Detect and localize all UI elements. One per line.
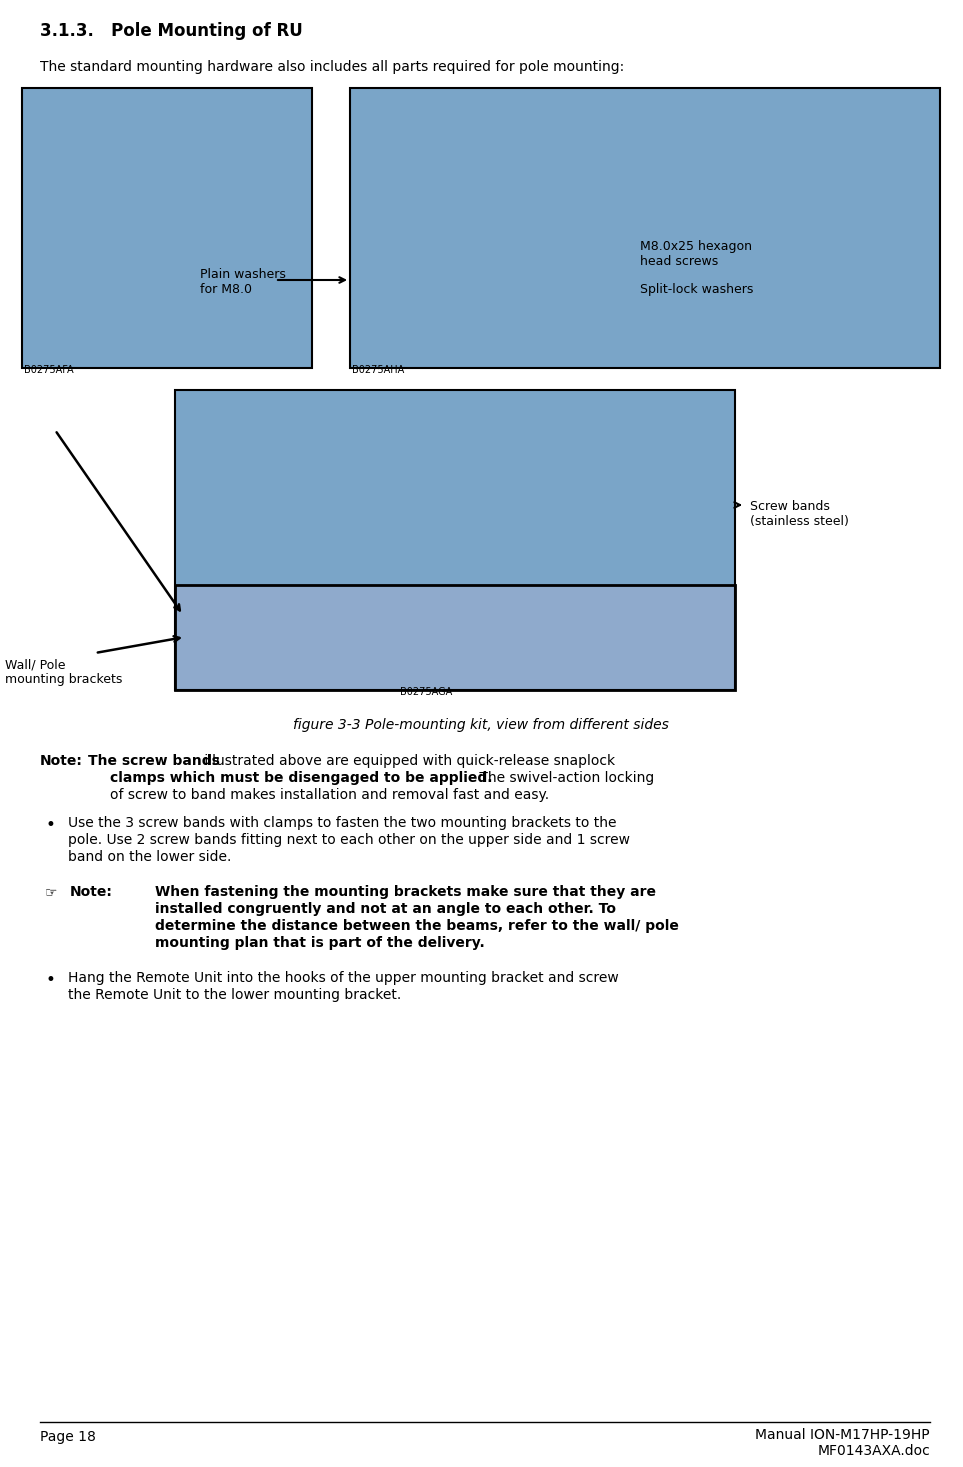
Text: 3.1.3.   Pole Mounting of RU: 3.1.3. Pole Mounting of RU: [40, 22, 302, 40]
Text: installed congruently and not at an angle to each other. To: installed congruently and not at an angl…: [155, 902, 616, 915]
Text: Page 18: Page 18: [40, 1430, 96, 1444]
Text: B0275AHA: B0275AHA: [352, 365, 404, 376]
Text: B0275AGA: B0275AGA: [400, 687, 453, 697]
Text: Note:: Note:: [70, 885, 113, 899]
Text: Use the 3 screw bands with clamps to fasten the two mounting brackets to the: Use the 3 screw bands with clamps to fas…: [68, 816, 616, 830]
Text: ☞: ☞: [45, 885, 58, 899]
Text: the Remote Unit to the lower mounting bracket.: the Remote Unit to the lower mounting br…: [68, 987, 402, 1002]
Text: B0275AFA: B0275AFA: [24, 365, 73, 376]
Bar: [175, 390, 735, 689]
Text: Manual ION-M17HP-19HP: Manual ION-M17HP-19HP: [755, 1427, 930, 1442]
Text: illustrated above are equipped with quick-release snaplock: illustrated above are equipped with quic…: [200, 754, 615, 769]
Text: Hang the Remote Unit into the hooks of the upper mounting bracket and screw: Hang the Remote Unit into the hooks of t…: [68, 971, 619, 984]
Text: Screw bands
(stainless steel): Screw bands (stainless steel): [750, 500, 848, 528]
Text: MF0143AXA.doc: MF0143AXA.doc: [818, 1444, 930, 1458]
Text: The swivel-action locking: The swivel-action locking: [475, 772, 654, 785]
Text: Split-lock washers: Split-lock washers: [640, 283, 753, 296]
Text: M8.0x25 hexagon
head screws: M8.0x25 hexagon head screws: [640, 241, 752, 268]
Bar: [175, 585, 735, 689]
Text: Note:: Note:: [40, 754, 83, 769]
Text: determine the distance between the beams, refer to the wall/ pole: determine the distance between the beams…: [155, 918, 679, 933]
Bar: [175, 390, 735, 585]
Text: Wall/ Pole
mounting brackets: Wall/ Pole mounting brackets: [5, 659, 122, 687]
Text: clamps which must be disengaged to be applied.: clamps which must be disengaged to be ap…: [110, 772, 492, 785]
Text: of screw to band makes installation and removal fast and easy.: of screw to band makes installation and …: [110, 788, 549, 802]
Text: The standard mounting hardware also includes all parts required for pole mountin: The standard mounting hardware also incl…: [40, 60, 624, 73]
Bar: [22, 88, 312, 368]
Text: When fastening the mounting brackets make sure that they are: When fastening the mounting brackets mak…: [155, 885, 656, 899]
Text: band on the lower side.: band on the lower side.: [68, 849, 231, 864]
Text: Plain washers
for M8.0: Plain washers for M8.0: [200, 268, 286, 296]
Text: •: •: [45, 971, 55, 989]
Bar: [350, 88, 940, 368]
Text: figure 3-3 Pole-mounting kit, view from different sides: figure 3-3 Pole-mounting kit, view from …: [293, 717, 669, 732]
Text: •: •: [45, 816, 55, 835]
Text: pole. Use 2 screw bands fitting next to each other on the upper side and 1 screw: pole. Use 2 screw bands fitting next to …: [68, 833, 630, 846]
Text: The screw bands: The screw bands: [88, 754, 220, 769]
Text: mounting plan that is part of the delivery.: mounting plan that is part of the delive…: [155, 936, 484, 951]
